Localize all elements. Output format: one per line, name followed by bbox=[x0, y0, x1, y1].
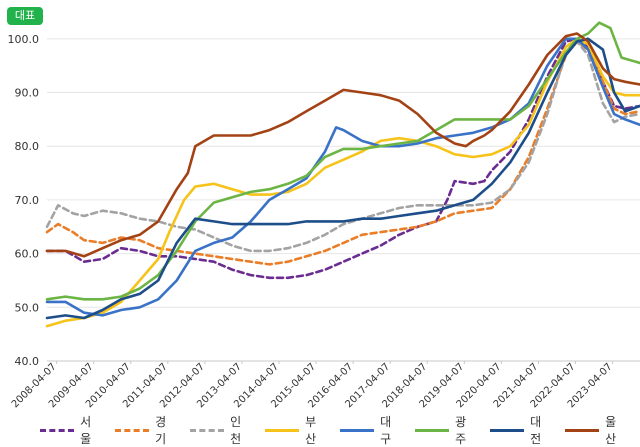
series-line bbox=[45, 37, 640, 317]
representative-badge: 대표 bbox=[7, 7, 43, 25]
series-lines bbox=[45, 21, 640, 328]
legend-swatch bbox=[415, 428, 450, 432]
legend-swatch bbox=[115, 428, 150, 432]
y-tick-label: 50.0 bbox=[15, 301, 40, 314]
series-line bbox=[45, 37, 640, 328]
y-tick-label: 40.0 bbox=[15, 355, 40, 368]
legend-label: 대구 bbox=[380, 415, 392, 446]
legend-label: 광주 bbox=[455, 415, 467, 446]
legend-item: 경기 bbox=[115, 413, 176, 447]
y-tick-label: 100.0 bbox=[8, 33, 40, 46]
y-tick-label: 70.0 bbox=[15, 194, 40, 207]
series-line bbox=[45, 32, 640, 258]
legend-item: 서울 bbox=[40, 413, 101, 447]
legend-label: 대전 bbox=[530, 415, 542, 446]
legend-swatch bbox=[490, 428, 525, 432]
y-tick-label: 90.0 bbox=[15, 87, 40, 100]
legend-label: 서울 bbox=[80, 415, 92, 446]
legend-label: 경기 bbox=[155, 415, 167, 446]
legend-swatch bbox=[190, 428, 225, 432]
x-axis-ticks: 2008-04-072009-04-072010-04-072011-04-07… bbox=[10, 361, 615, 410]
y-tick-label: 60.0 bbox=[15, 248, 40, 261]
legend-label: 울산 bbox=[605, 415, 617, 446]
legend-item: 대전 bbox=[490, 413, 551, 447]
legend-item: 인천 bbox=[190, 413, 251, 447]
legend-label: 부산 bbox=[305, 415, 317, 446]
legend-swatch bbox=[565, 428, 600, 432]
series-line bbox=[45, 37, 640, 320]
legend-item: 광주 bbox=[415, 413, 476, 447]
y-axis-ticks: 40.0 50.0 60.0 70.0 80.0 90.0 100.0 bbox=[8, 33, 40, 368]
legend-swatch bbox=[340, 428, 375, 432]
legend-item: 부산 bbox=[265, 413, 326, 447]
chart-legend: 서울 경기 인천 부산 대구 광주 대전 울산 bbox=[40, 415, 640, 446]
legend-item: 대구 bbox=[340, 413, 401, 447]
legend-item: 울산 bbox=[565, 413, 626, 447]
legend-label: 인천 bbox=[230, 415, 242, 446]
series-line bbox=[45, 37, 640, 280]
legend-swatch bbox=[265, 428, 300, 432]
legend-swatch bbox=[40, 428, 75, 432]
y-tick-label: 80.0 bbox=[15, 140, 40, 153]
series-line bbox=[45, 21, 640, 301]
